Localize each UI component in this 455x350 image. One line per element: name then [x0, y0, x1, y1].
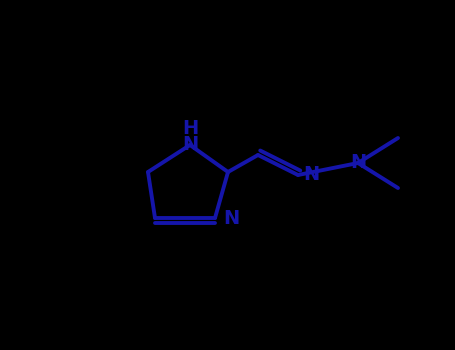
Text: N: N	[223, 209, 239, 228]
Text: N: N	[303, 166, 319, 184]
Text: N: N	[182, 135, 198, 154]
Text: H: H	[182, 119, 198, 139]
Text: N: N	[350, 154, 366, 173]
